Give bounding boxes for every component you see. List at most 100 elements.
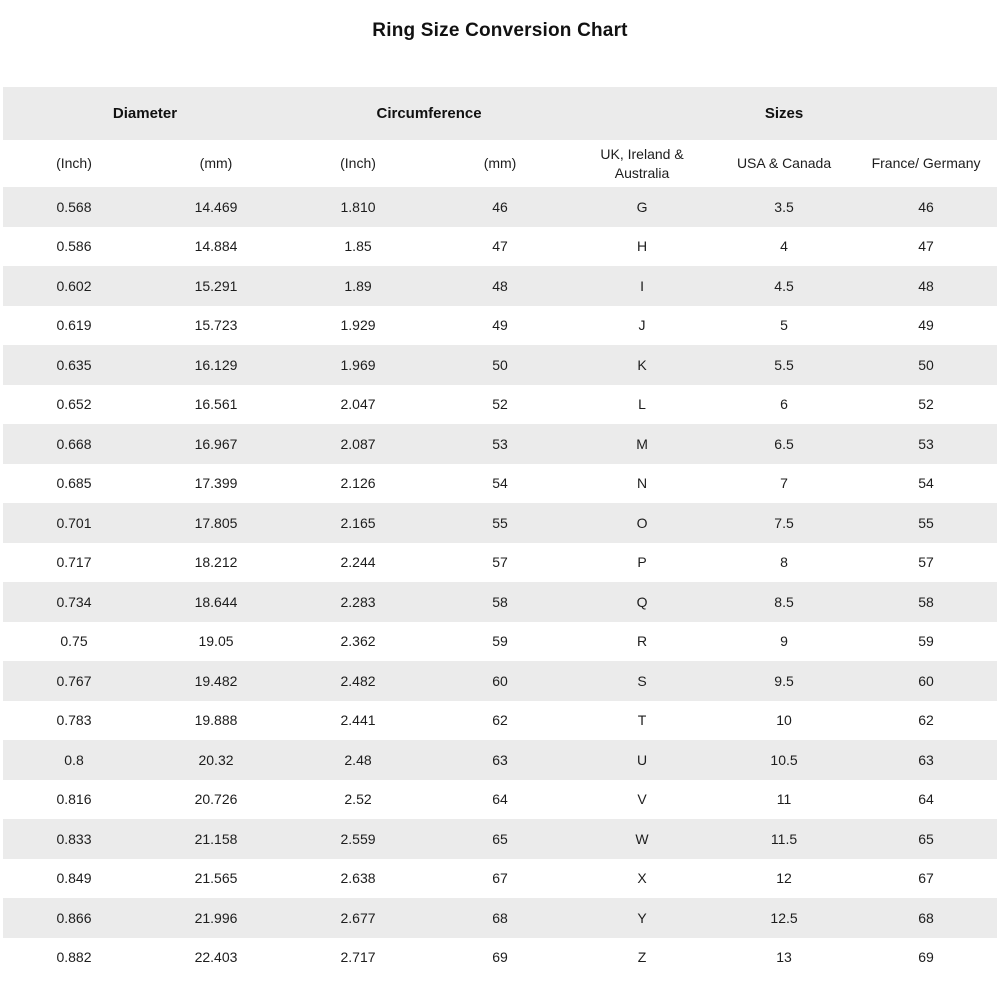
table-cell: 1.85 — [287, 226, 430, 266]
group-header-row: Diameter Circumference Sizes — [3, 87, 998, 140]
table-cell: Z — [571, 937, 714, 977]
table-cell: W — [571, 819, 714, 859]
table-cell: 18.212 — [145, 542, 288, 582]
table-cell: 67 — [855, 858, 998, 898]
table-cell: 59 — [855, 621, 998, 661]
column-header: (Inch) — [3, 140, 145, 187]
table-cell: 19.888 — [145, 700, 288, 740]
table-cell: 8.5 — [713, 582, 856, 622]
table-cell: 60 — [855, 661, 998, 701]
table-cell: 68 — [855, 898, 998, 938]
table-cell: 2.165 — [287, 503, 430, 543]
table-cell: 54 — [429, 463, 572, 503]
table-row: 0.717 18.212 2.244 57 P 8 57 — [3, 542, 998, 582]
table-cell: 22.403 — [145, 937, 288, 977]
table-cell: X — [571, 858, 714, 898]
table-row: 0.568 14.469 1.810 46 G 3.5 46 — [3, 187, 998, 227]
table-cell: 16.561 — [145, 384, 288, 424]
table-cell: 19.482 — [145, 661, 288, 701]
table-cell: 11 — [713, 779, 856, 819]
table-cell: 0.652 — [3, 384, 145, 424]
table-cell: 20.32 — [145, 740, 288, 780]
table-cell: 2.559 — [287, 819, 430, 859]
table-cell: 62 — [855, 700, 998, 740]
table-cell: 5.5 — [713, 345, 856, 385]
table-cell: Y — [571, 898, 714, 938]
column-header: (Inch) — [287, 140, 430, 187]
table-row: 0.685 17.399 2.126 54 N 7 54 — [3, 463, 998, 503]
table-cell: 0.767 — [3, 661, 145, 701]
table-cell: 17.399 — [145, 463, 288, 503]
table-cell: 18.644 — [145, 582, 288, 622]
table-cell: 67 — [429, 858, 572, 898]
column-header: USA & Canada — [713, 140, 856, 187]
table-cell: 0.734 — [3, 582, 145, 622]
column-header: UK, Ireland & Australia — [571, 140, 714, 187]
table-cell: 60 — [429, 661, 572, 701]
table-cell: 50 — [429, 345, 572, 385]
table-row: 0.75 19.05 2.362 59 R 9 59 — [3, 621, 998, 661]
table-cell: 4.5 — [713, 266, 856, 306]
table-cell: 69 — [855, 937, 998, 977]
table-cell: 1.929 — [287, 305, 430, 345]
column-header: (mm) — [145, 140, 288, 187]
column-header: (mm) — [429, 140, 572, 187]
table-cell: 0.701 — [3, 503, 145, 543]
table-cell: 55 — [855, 503, 998, 543]
table-row: 0.816 20.726 2.52 64 V 11 64 — [3, 779, 998, 819]
table-cell: G — [571, 187, 714, 227]
table-cell: 53 — [429, 424, 572, 464]
table-cell: 2.52 — [287, 779, 430, 819]
table-row: 0.734 18.644 2.283 58 Q 8.5 58 — [3, 582, 998, 622]
table-cell: 63 — [429, 740, 572, 780]
table-cell: 53 — [855, 424, 998, 464]
table-cell: 65 — [855, 819, 998, 859]
table-cell: 8 — [713, 542, 856, 582]
table-cell: 46 — [855, 187, 998, 227]
table-cell: 0.586 — [3, 226, 145, 266]
table-row: 0.652 16.561 2.047 52 L 6 52 — [3, 384, 998, 424]
column-header: France/ Germany — [855, 140, 998, 187]
table-row: 0.602 15.291 1.89 48 I 4.5 48 — [3, 266, 998, 306]
table-cell: H — [571, 226, 714, 266]
table-cell: R — [571, 621, 714, 661]
table-cell: 0.602 — [3, 266, 145, 306]
table-cell: 46 — [429, 187, 572, 227]
column-header-row: (Inch) (mm) (Inch) (mm) UK, Ireland & Austra… — [3, 140, 998, 187]
table-cell: 16.967 — [145, 424, 288, 464]
table-cell: 1.89 — [287, 266, 430, 306]
table-cell: 64 — [429, 779, 572, 819]
table-cell: 2.362 — [287, 621, 430, 661]
table-cell: 57 — [855, 542, 998, 582]
table-cell: 1.810 — [287, 187, 430, 227]
table-cell: 15.291 — [145, 266, 288, 306]
table-cell: P — [571, 542, 714, 582]
table-cell: 0.866 — [3, 898, 145, 938]
table-cell: 69 — [429, 937, 572, 977]
table-cell: O — [571, 503, 714, 543]
table-cell: 55 — [429, 503, 572, 543]
table-cell: 21.996 — [145, 898, 288, 938]
table-row: 0.586 14.884 1.85 47 H 4 47 — [3, 226, 998, 266]
table-cell: V — [571, 779, 714, 819]
group-header-diameter: Diameter — [3, 87, 288, 140]
table-row: 0.619 15.723 1.929 49 J 5 49 — [3, 305, 998, 345]
table-cell: Q — [571, 582, 714, 622]
table-row: 0.668 16.967 2.087 53 M 6.5 53 — [3, 424, 998, 464]
table-cell: 0.635 — [3, 345, 145, 385]
table-cell: I — [571, 266, 714, 306]
table-cell: 17.805 — [145, 503, 288, 543]
table-cell: 21.565 — [145, 858, 288, 898]
table-cell: 2.087 — [287, 424, 430, 464]
table-cell: N — [571, 463, 714, 503]
table-cell: 7 — [713, 463, 856, 503]
table-cell: 57 — [429, 542, 572, 582]
page-title: Ring Size Conversion Chart — [372, 20, 628, 41]
table-cell: 6 — [713, 384, 856, 424]
table-cell: 0.849 — [3, 858, 145, 898]
table-row: 0.833 21.158 2.559 65 W 11.5 65 — [3, 819, 998, 859]
table-cell: 65 — [429, 819, 572, 859]
table-cell: 10 — [713, 700, 856, 740]
table-cell: J — [571, 305, 714, 345]
